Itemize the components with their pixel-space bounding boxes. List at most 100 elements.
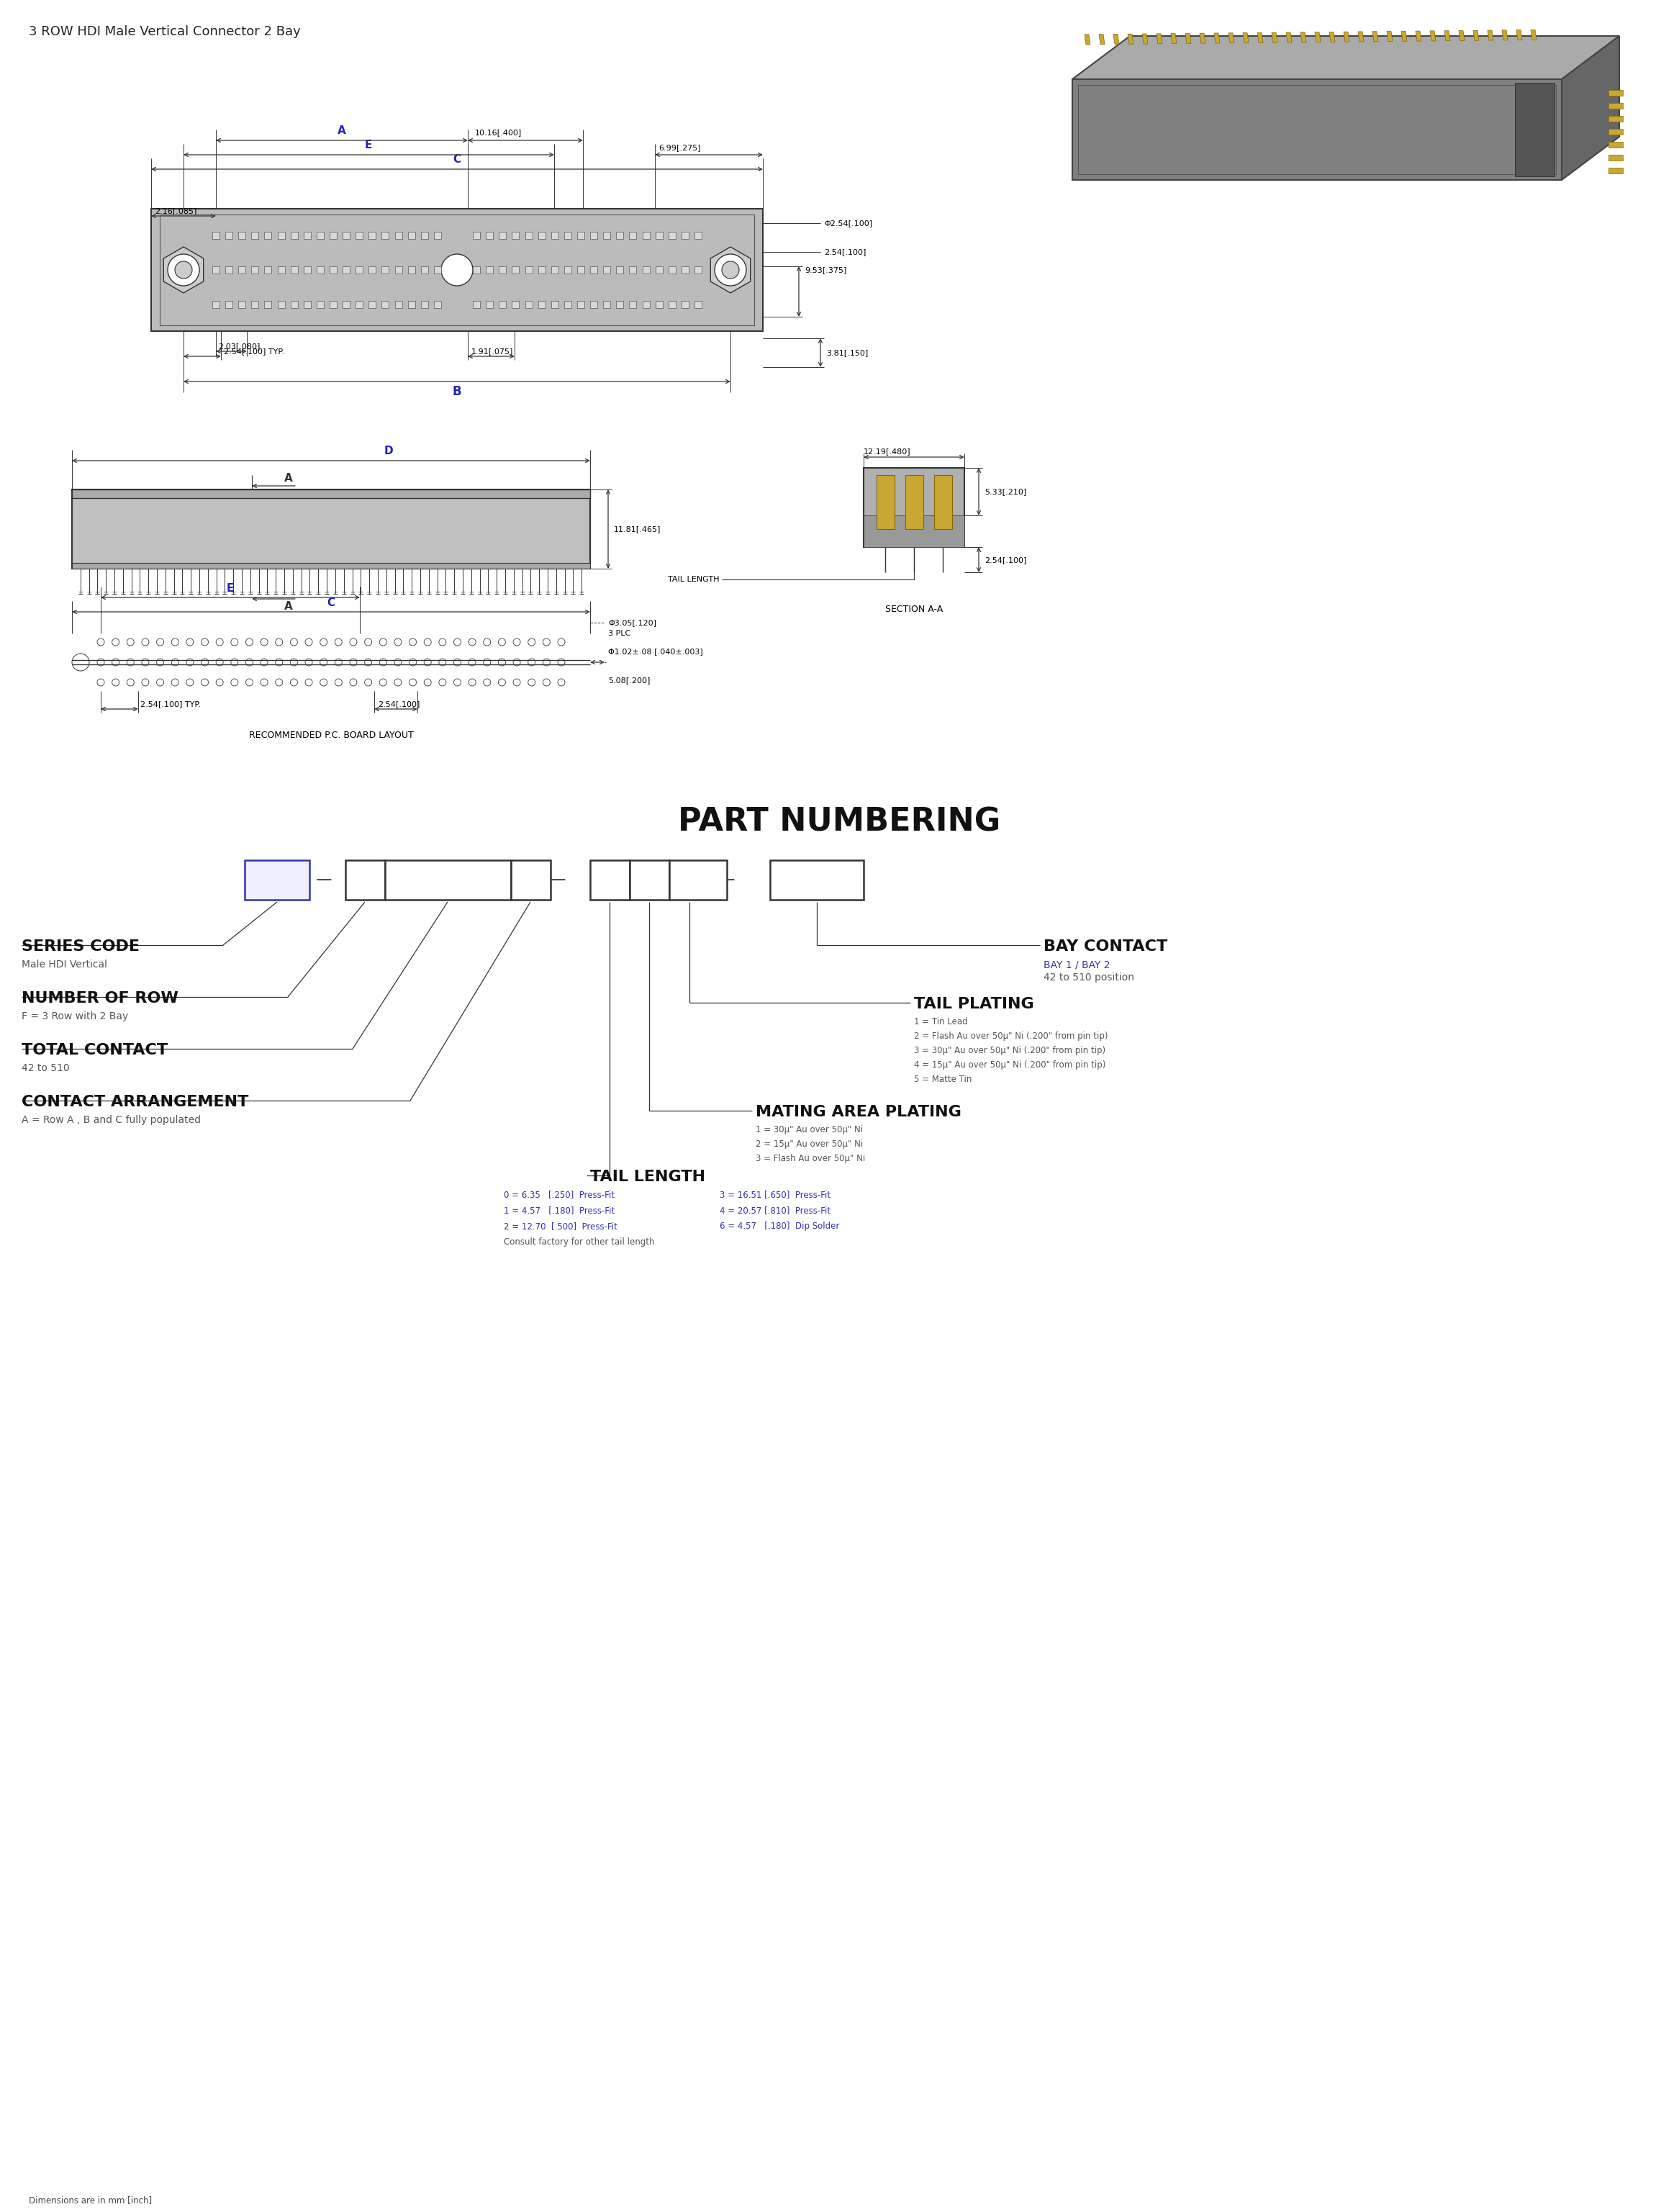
Bar xyxy=(356,232,363,239)
Bar xyxy=(212,301,220,307)
Text: 42 to 510: 42 to 510 xyxy=(22,1064,69,1073)
Bar xyxy=(630,265,636,274)
Polygon shape xyxy=(1330,31,1335,42)
Bar xyxy=(643,301,650,307)
Text: MATING AREA PLATING: MATING AREA PLATING xyxy=(756,1106,962,1119)
Text: 2 = 15μ" Au over 50μ" Ni: 2 = 15μ" Au over 50μ" Ni xyxy=(756,1139,863,1148)
Bar xyxy=(238,232,245,239)
Bar xyxy=(695,301,702,307)
Text: 1.91[.075]: 1.91[.075] xyxy=(472,347,514,354)
Text: 6.99[.275]: 6.99[.275] xyxy=(658,144,700,150)
Bar xyxy=(395,301,401,307)
Bar xyxy=(578,265,584,274)
Text: TOTAL CONTACT: TOTAL CONTACT xyxy=(22,1044,168,1057)
Bar xyxy=(317,232,324,239)
Polygon shape xyxy=(1242,33,1249,42)
Text: BAY CONTACT: BAY CONTACT xyxy=(1044,940,1167,953)
Polygon shape xyxy=(1531,29,1536,40)
Polygon shape xyxy=(1315,31,1321,42)
Bar xyxy=(934,476,952,529)
Text: Consult factory for other tail length: Consult factory for other tail length xyxy=(504,1237,655,1248)
Bar xyxy=(369,301,376,307)
Bar xyxy=(277,232,285,239)
Bar xyxy=(238,301,245,307)
Circle shape xyxy=(442,254,473,285)
Bar xyxy=(591,301,598,307)
Bar xyxy=(526,232,532,239)
Polygon shape xyxy=(1113,33,1120,44)
Text: PART NUMBERING: PART NUMBERING xyxy=(678,805,1001,836)
Polygon shape xyxy=(1073,35,1619,80)
Bar xyxy=(1608,142,1624,148)
Bar xyxy=(151,208,762,332)
Text: 3.81[.150]: 3.81[.150] xyxy=(826,349,868,356)
Polygon shape xyxy=(163,248,203,292)
Bar xyxy=(695,232,702,239)
Text: Dimensions are in mm [inch]: Dimensions are in mm [inch] xyxy=(29,2197,151,2205)
Text: XX/XX: XX/XX xyxy=(791,872,843,887)
Bar xyxy=(421,301,428,307)
Bar xyxy=(304,232,311,239)
Bar xyxy=(72,489,589,498)
Bar xyxy=(252,232,259,239)
Bar xyxy=(499,265,505,274)
Polygon shape xyxy=(1128,33,1133,44)
Bar xyxy=(395,232,401,239)
Bar xyxy=(537,232,546,239)
Polygon shape xyxy=(710,248,751,292)
Bar xyxy=(485,301,494,307)
Polygon shape xyxy=(1185,33,1190,44)
Bar xyxy=(1608,91,1624,95)
Bar xyxy=(564,265,571,274)
Text: 2.54[.100]: 2.54[.100] xyxy=(378,701,420,708)
Bar xyxy=(225,232,232,239)
Bar xyxy=(160,215,754,325)
Polygon shape xyxy=(1286,33,1291,42)
Bar xyxy=(526,301,532,307)
Bar xyxy=(695,265,702,274)
Bar xyxy=(317,301,324,307)
Bar xyxy=(343,232,349,239)
Text: SERIES CODE: SERIES CODE xyxy=(22,940,139,953)
Text: Male HDI Vertical: Male HDI Vertical xyxy=(22,960,107,969)
Bar xyxy=(72,489,589,568)
Text: 3 = 30μ" Au over 50μ" Ni (.200" from pin tip): 3 = 30μ" Au over 50μ" Ni (.200" from pin… xyxy=(913,1046,1105,1055)
Text: 5 = Matte Tin: 5 = Matte Tin xyxy=(913,1075,972,1084)
Polygon shape xyxy=(1271,33,1278,42)
Bar xyxy=(329,265,337,274)
Bar xyxy=(591,232,598,239)
Bar xyxy=(433,265,442,274)
Polygon shape xyxy=(1387,31,1392,42)
Bar xyxy=(408,265,415,274)
Polygon shape xyxy=(1415,31,1422,42)
Text: 9.53[.375]: 9.53[.375] xyxy=(804,265,846,274)
Bar xyxy=(381,265,390,274)
Text: 1 = 4.57   [.180]  Press-Fit: 1 = 4.57 [.180] Press-Fit xyxy=(504,1206,615,1214)
Bar xyxy=(603,265,611,274)
Bar xyxy=(655,232,663,239)
Text: 1 = Tin Lead: 1 = Tin Lead xyxy=(913,1018,967,1026)
Bar xyxy=(1608,115,1624,122)
Polygon shape xyxy=(1170,33,1177,44)
Polygon shape xyxy=(1503,31,1508,40)
Text: TAIL PLATING: TAIL PLATING xyxy=(913,998,1034,1011)
Bar xyxy=(1073,80,1561,179)
Bar xyxy=(589,860,630,900)
Bar xyxy=(1608,155,1624,161)
Bar xyxy=(682,301,688,307)
Bar xyxy=(408,232,415,239)
Polygon shape xyxy=(1402,31,1407,42)
Text: NUMBER OF ROW: NUMBER OF ROW xyxy=(22,991,178,1006)
Polygon shape xyxy=(1258,33,1263,42)
Bar xyxy=(395,265,401,274)
Text: 4 = 15μ" Au over 50μ" Ni (.200" from pin tip): 4 = 15μ" Au over 50μ" Ni (.200" from pin… xyxy=(913,1060,1106,1071)
Bar xyxy=(381,301,390,307)
Bar xyxy=(245,860,309,900)
Bar xyxy=(485,265,494,274)
Text: BAY 1 / BAY 2: BAY 1 / BAY 2 xyxy=(1044,960,1110,969)
Bar xyxy=(356,265,363,274)
Bar xyxy=(655,301,663,307)
Bar xyxy=(668,265,675,274)
Bar xyxy=(668,232,675,239)
Bar xyxy=(473,301,480,307)
